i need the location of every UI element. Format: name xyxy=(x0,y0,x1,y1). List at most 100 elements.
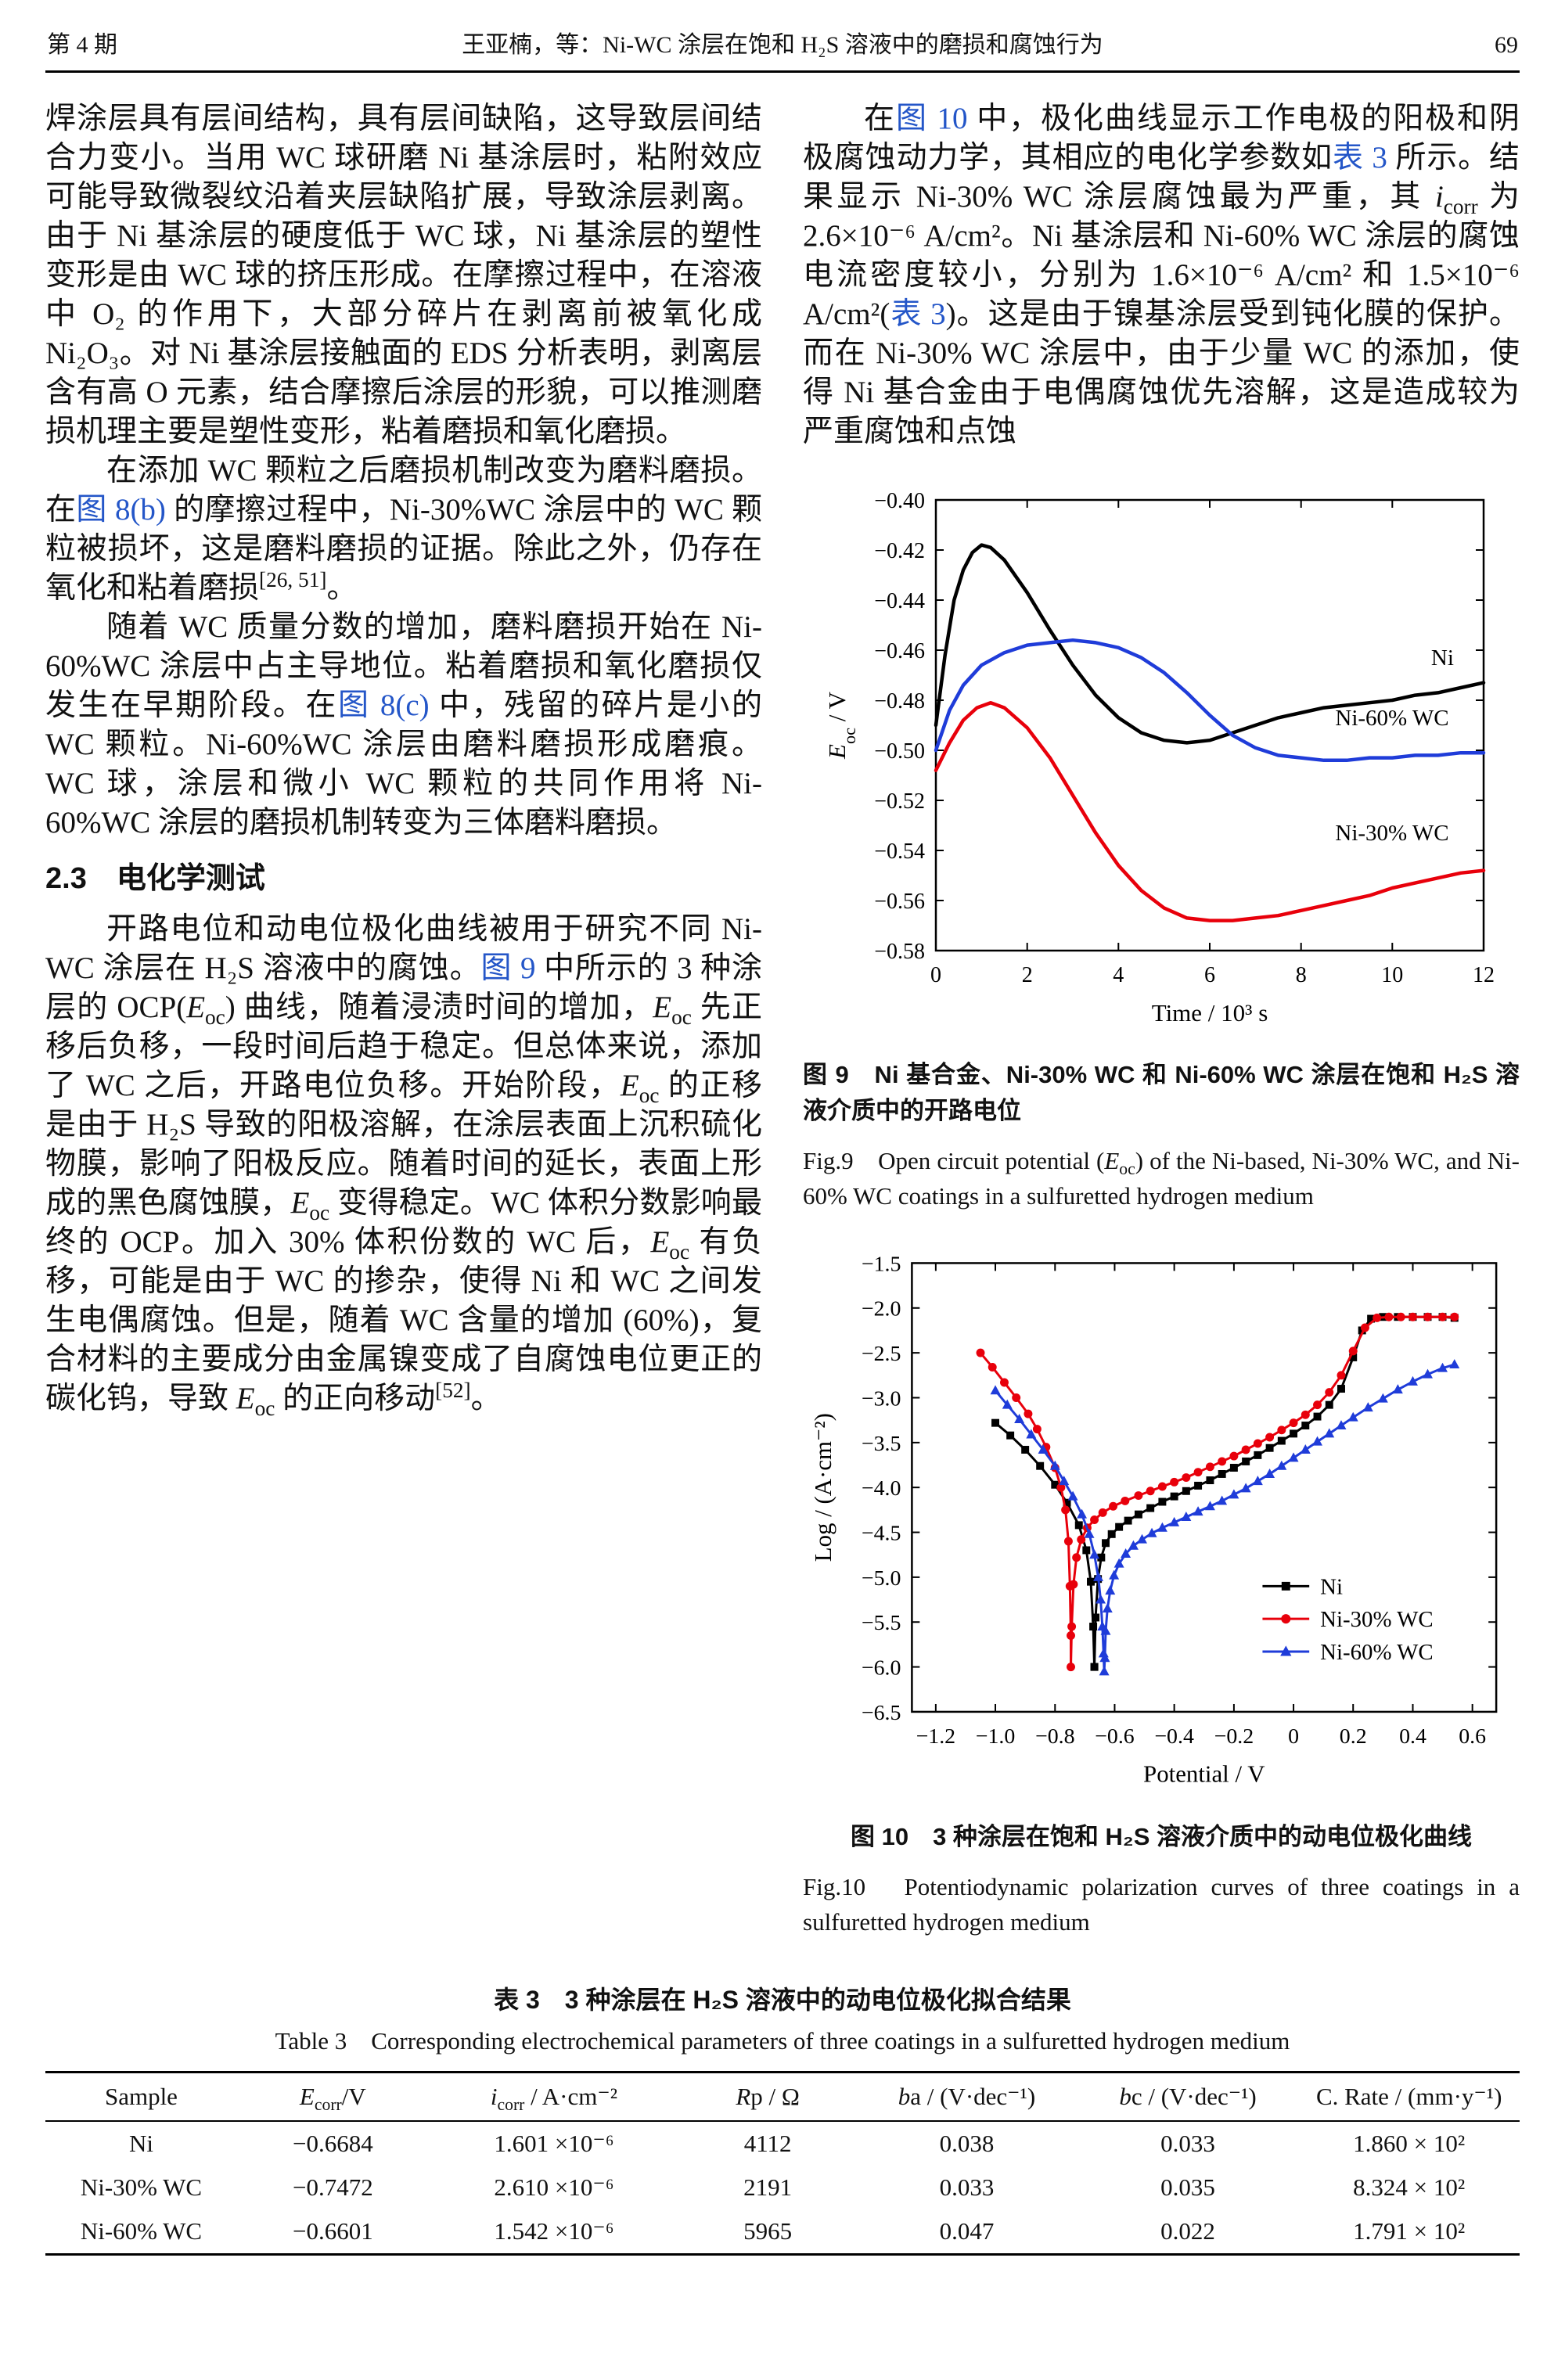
table3-row: Ni-30% WC −0.7472 2.610 ×10⁻⁶ 2191 0.033 0.03… xyxy=(45,2166,1520,2209)
svg-text:−5.5: −5.5 xyxy=(862,1611,901,1635)
svg-text:12: 12 xyxy=(1473,963,1495,987)
svg-text:Ni: Ni xyxy=(1431,645,1454,670)
table3-cell: 0.022 xyxy=(1160,2217,1215,2245)
svg-text:−0.40: −0.40 xyxy=(874,489,925,513)
svg-text:−1.2: −1.2 xyxy=(916,1724,956,1749)
svg-text:Ni-60% WC: Ni-60% WC xyxy=(1320,1640,1434,1665)
svg-text:Log / (A·cm⁻²): Log / (A·cm⁻²) xyxy=(810,1413,836,1562)
svg-text:8: 8 xyxy=(1296,963,1307,987)
svg-text:0.6: 0.6 xyxy=(1459,1724,1486,1749)
svg-text:0.2: 0.2 xyxy=(1340,1724,1367,1749)
svg-text:Ni: Ni xyxy=(1320,1574,1343,1599)
svg-text:−0.2: −0.2 xyxy=(1214,1724,1254,1749)
svg-text:0: 0 xyxy=(930,963,941,987)
svg-text:Ni-60% WC: Ni-60% WC xyxy=(1335,706,1448,731)
svg-text:−3.5: −3.5 xyxy=(862,1432,901,1456)
figure9-chart: 0 2 4 6 8 10 12 −0.40 −0.42 −0.44 −0.46 −0.48 −0.50 −… xyxy=(803,486,1520,1034)
figure9: 0 2 4 6 8 10 12 −0.40 −0.42 −0.44 −0.46 −0.48 −0.50 −… xyxy=(803,486,1520,1213)
svg-text:Ni-30% WC: Ni-30% WC xyxy=(1335,821,1448,846)
svg-text:−2.0: −2.0 xyxy=(862,1297,901,1321)
page-number: 69 xyxy=(1495,32,1518,58)
svg-text:−4.0: −4.0 xyxy=(862,1476,901,1501)
paragraph-wear-mechanism: 焊涂层具有层间结构，具有层间缺陷，这导致层间结合力变小。当用 WC 球研磨 Ni… xyxy=(45,102,762,448)
svg-text:−0.50: −0.50 xyxy=(874,739,925,764)
svg-text:−4.5: −4.5 xyxy=(862,1521,901,1545)
table3-header-cell: Sample xyxy=(45,2072,237,2122)
table3-caption-en: Table 3 Corresponding electrochemical pa… xyxy=(275,2027,1290,2055)
table3-cell: 0.038 xyxy=(939,2130,995,2157)
svg-text:Eoc / V: Eoc / V xyxy=(823,691,859,760)
paragraph-ocp-discussion: 开路电位和动电位极化曲线被用于研究不同 Ni-WC 涂层在 H₂S 溶液中的腐蚀… xyxy=(45,912,762,1420)
svg-text:−0.42: −0.42 xyxy=(874,539,925,563)
figure10-caption-cn: 图 10 3 种涂层在饱和 H₂S 溶液介质中的动电位极化曲线 xyxy=(850,1823,1472,1850)
table3-cell: 5965 xyxy=(743,2217,793,2245)
journal-issue: 第 4 期 xyxy=(47,32,117,58)
paper-page: 第 4 期 王亚楠，等：Ni-WC 涂层在饱和 H₂S 溶液中的磨损和腐蚀行为 … xyxy=(45,19,1520,2256)
table3-header-cell: Ecorr/V xyxy=(236,2072,429,2122)
svg-text:−5.0: −5.0 xyxy=(862,1566,901,1591)
paragraph-abrasive-wear: 在添加 WC 颗粒之后磨损机制改变为磨料磨损。在图 8(b) 的摩擦过程中，Ni… xyxy=(45,454,762,605)
table3-cell: 8.324 × 10² xyxy=(1353,2173,1466,2201)
table3-cell: 1.601 ×10⁻⁶ xyxy=(494,2130,614,2157)
table3-cell: 0.033 xyxy=(939,2173,995,2201)
table3-cell: 0.035 xyxy=(1160,2173,1215,2201)
table3-cell: 2.610 ×10⁻⁶ xyxy=(494,2173,614,2201)
svg-text:−0.56: −0.56 xyxy=(874,890,925,914)
table3-cell: 2191 xyxy=(743,2173,793,2201)
table3-header-cell: bc / (V·dec⁻¹) xyxy=(1077,2072,1299,2122)
table3-cell: 0.033 xyxy=(1160,2130,1215,2157)
svg-text:−0.48: −0.48 xyxy=(874,689,925,714)
figure9-caption-cn: 图 9 Ni 基合金、Ni-30% WC 和 Ni-60% WC 涂层在饱和 H… xyxy=(803,1061,1520,1124)
page-header: 第 4 期 王亚楠，等：Ni-WC 涂层在饱和 H₂S 溶液中的磨损和腐蚀行为 … xyxy=(45,19,1520,70)
svg-text:−6.0: −6.0 xyxy=(862,1656,901,1681)
table3-cell: Ni xyxy=(128,2130,153,2157)
table3-header-cell: icorr / A·cm⁻² xyxy=(428,2072,680,2122)
table3-row: Ni −0.6684 1.601 ×10⁻⁶ 4112 0.038 0.033 1.860 … xyxy=(45,2121,1520,2166)
two-column-body: 焊涂层具有层间结构，具有层间缺陷，这导致层间结合力变小。当用 WC 球研磨 Ni… xyxy=(45,99,1520,1940)
svg-text:4: 4 xyxy=(1113,963,1124,987)
svg-text:−2.5: −2.5 xyxy=(862,1342,901,1366)
figure10-caption-en: Fig.10 Potentiodynamic polarization curv… xyxy=(803,1873,1520,1936)
table3-cell: 4112 xyxy=(743,2130,792,2157)
figure10-chart: −1.2 −1.0 −0.8 −0.6 −0.4 −0.2 0 0.2 0.4 0.6 −1.5 −2… xyxy=(803,1248,1520,1796)
paragraph-wc-fraction: 随着 WC 质量分数的增加，磨料磨损开始在 Ni-60%WC 涂层中占主导地位。… xyxy=(45,610,762,839)
left-column: 焊涂层具有层间结构，具有层间缺陷，这导致层间结合力变小。当用 WC 球研磨 Ni… xyxy=(45,99,762,1940)
header-rule xyxy=(45,70,1520,73)
table3-cell: 1.860 × 10² xyxy=(1353,2130,1466,2157)
table3-row: Ni-60% WC −0.6601 1.542 ×10⁻⁶ 5965 0.047 0.02… xyxy=(45,2209,1520,2255)
right-column: 在图 10 中，极化曲线显示工作电极的阳极和阴极腐蚀动力学，其相应的电化学参数如… xyxy=(803,99,1520,1940)
svg-text:0.4: 0.4 xyxy=(1399,1724,1426,1749)
table3-caption-cn: 表 3 3 种涂层在 H₂S 溶液中的动电位极化拟合结果 xyxy=(494,1986,1071,2014)
table3-cell: 0.047 xyxy=(939,2217,995,2245)
svg-text:−0.58: −0.58 xyxy=(874,940,925,964)
svg-text:0: 0 xyxy=(1288,1724,1299,1749)
table3-section: 表 3 3 种涂层在 H₂S 溶液中的动电位极化拟合结果 Table 3 Cor… xyxy=(45,1982,1520,2256)
table3-cell: Ni-60% WC xyxy=(80,2217,203,2245)
svg-text:−3.0: −3.0 xyxy=(862,1386,901,1411)
table3-cell: Ni-30% WC xyxy=(80,2173,203,2201)
table3-header-cell: C. Rate / (mm·y⁻¹) xyxy=(1298,2072,1520,2122)
figure9-caption-en: Fig.9 Open circuit potential (Eoc) of th… xyxy=(803,1147,1520,1210)
svg-text:−0.8: −0.8 xyxy=(1035,1724,1075,1749)
paragraph-polarization: 在图 10 中，极化曲线显示工作电极的阳极和阴极腐蚀动力学，其相应的电化学参数如… xyxy=(803,102,1520,448)
svg-text:10: 10 xyxy=(1381,963,1403,987)
table3-header-cell: ba / (V·dec⁻¹) xyxy=(856,2072,1078,2122)
running-title: 王亚楠，等：Ni-WC 涂层在饱和 H₂S 溶液中的磨损和腐蚀行为 xyxy=(462,32,1103,58)
svg-text:−0.52: −0.52 xyxy=(874,789,925,814)
svg-text:Time / 10³ s: Time / 10³ s xyxy=(1152,999,1268,1026)
table3-cell: −0.6684 xyxy=(292,2130,373,2157)
svg-text:−0.44: −0.44 xyxy=(874,589,925,613)
svg-text:6: 6 xyxy=(1204,963,1215,987)
svg-text:Potential / V: Potential / V xyxy=(1143,1761,1265,1788)
table3-body: Ni −0.6684 1.601 ×10⁻⁶ 4112 0.038 0.033 1.860 … xyxy=(45,2121,1520,2255)
svg-text:2: 2 xyxy=(1022,963,1033,987)
svg-text:−0.4: −0.4 xyxy=(1154,1724,1194,1749)
table3-header-cell: Rp / Ω xyxy=(679,2072,857,2122)
svg-text:−0.54: −0.54 xyxy=(874,839,925,864)
svg-text:−6.5: −6.5 xyxy=(862,1701,901,1725)
svg-text:−1.0: −1.0 xyxy=(976,1724,1016,1749)
table3-cell: −0.7472 xyxy=(292,2173,373,2201)
svg-text:−0.46: −0.46 xyxy=(874,639,925,663)
